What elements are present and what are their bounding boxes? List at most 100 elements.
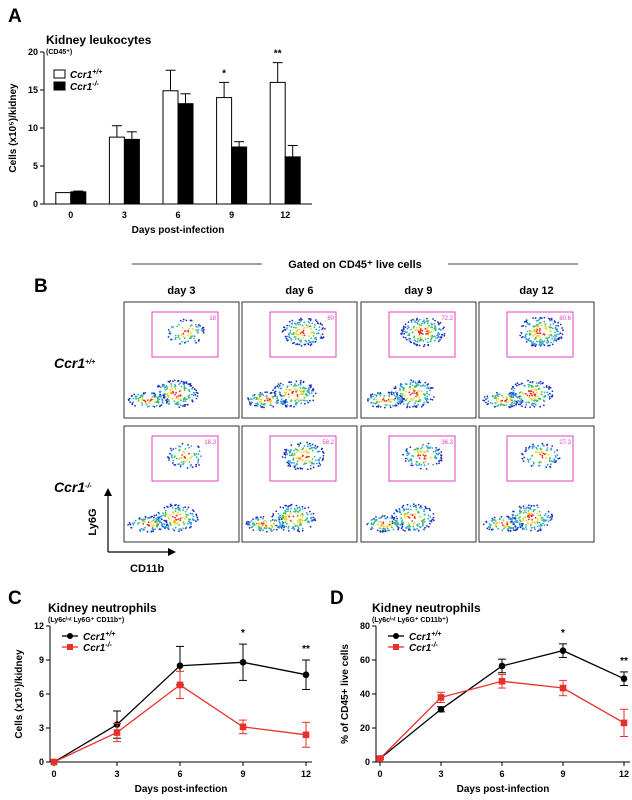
- flow-event: [182, 450, 185, 453]
- flow-event: [293, 331, 295, 334]
- flow-event: [409, 400, 411, 403]
- flow-event: [432, 450, 435, 453]
- flow-event: [536, 325, 538, 328]
- flow-event: [539, 327, 541, 330]
- flow-event: [255, 518, 257, 520]
- flow-event: [312, 519, 314, 522]
- flow-event: [549, 318, 551, 320]
- flow-event: [402, 393, 405, 396]
- x-tick-label-a: 3: [122, 210, 127, 220]
- flow-event: [487, 400, 490, 402]
- flow-event: [527, 401, 530, 403]
- flow-event: [186, 459, 189, 461]
- flow-event: [307, 506, 310, 509]
- flow-event: [374, 520, 377, 523]
- flow-event: [407, 508, 409, 511]
- flow-event: [299, 387, 302, 389]
- flow-event: [301, 392, 303, 394]
- flow-event: [299, 323, 302, 326]
- flow-event: [526, 513, 529, 516]
- flow-event: [401, 400, 404, 402]
- flow-event: [551, 327, 554, 330]
- flow-event: [554, 337, 556, 340]
- bar-wt: [269, 81, 286, 205]
- flow-event: [284, 401, 286, 404]
- flow-event: [288, 333, 290, 335]
- flow-event: [541, 516, 544, 519]
- flow-event: [392, 392, 395, 394]
- y-tick-label-d: 20: [360, 723, 370, 733]
- flow-event: [249, 521, 251, 523]
- flow-event: [418, 462, 421, 465]
- flow-event: [152, 530, 155, 533]
- flow-event: [519, 383, 522, 386]
- flow-event: [194, 393, 197, 396]
- flow-event: [263, 527, 266, 529]
- flow-event: [493, 405, 496, 408]
- flow-event: [314, 445, 317, 447]
- flow-event: [423, 513, 426, 516]
- flow-event: [423, 401, 425, 404]
- flow-event: [187, 383, 190, 385]
- flow-event: [174, 336, 177, 339]
- flow-event: [178, 323, 180, 326]
- flow-event: [527, 510, 530, 512]
- flow-event: [300, 519, 303, 521]
- flow-event: [405, 397, 408, 400]
- flow-event: [290, 521, 293, 523]
- data-point-ko: [239, 723, 247, 731]
- legend-label-a: Ccr1-/-: [70, 81, 100, 93]
- flow-event: [537, 388, 540, 390]
- flow-event: [438, 462, 440, 465]
- flow-event: [517, 526, 519, 529]
- flow-event: [131, 402, 134, 405]
- flow-event: [411, 514, 414, 517]
- flow-event: [525, 448, 527, 451]
- flow-event: [379, 516, 382, 519]
- flow-event: [382, 530, 385, 532]
- flow-event: [531, 394, 534, 397]
- flow-event: [411, 331, 414, 334]
- flow-event: [293, 454, 296, 457]
- flow-event: [312, 341, 315, 344]
- flow-event: [394, 405, 396, 407]
- flow-event: [163, 394, 165, 397]
- flow-event: [549, 386, 552, 389]
- ly6g-axis-label: Ly6G: [87, 508, 99, 535]
- flow-event: [182, 332, 185, 335]
- flow-event: [285, 388, 288, 391]
- flow-event: [524, 516, 527, 519]
- flow-event: [537, 319, 540, 322]
- flow-event: [288, 396, 290, 398]
- flow-event: [524, 320, 527, 323]
- flow-event: [184, 510, 187, 513]
- flow-event: [522, 460, 525, 462]
- flow-event: [407, 321, 410, 323]
- flow-event: [273, 523, 275, 526]
- flow-event: [309, 386, 312, 389]
- gate-box: [151, 435, 219, 482]
- flow-event: [437, 321, 439, 323]
- flow-event: [187, 514, 189, 517]
- flow-event: [283, 524, 285, 527]
- flow-event: [299, 320, 302, 323]
- flow-event: [523, 507, 525, 510]
- flow-event: [256, 516, 259, 519]
- column-label-day-3: day 3: [167, 285, 195, 297]
- flow-event: [161, 515, 163, 517]
- flow-event: [286, 453, 288, 455]
- flow-event: [180, 404, 182, 407]
- flow-event: [287, 460, 290, 462]
- flow-event: [515, 521, 518, 523]
- flow-event: [177, 334, 180, 337]
- flow-event: [171, 511, 174, 514]
- flow-event: [536, 395, 539, 398]
- flow-event: [144, 400, 147, 403]
- flow-event: [541, 456, 544, 459]
- flow-event: [183, 385, 186, 387]
- bar-wt: [108, 136, 125, 205]
- flow-event: [409, 528, 411, 531]
- flow-event: [419, 398, 421, 401]
- flow-event: [274, 524, 277, 527]
- flow-event: [538, 340, 541, 342]
